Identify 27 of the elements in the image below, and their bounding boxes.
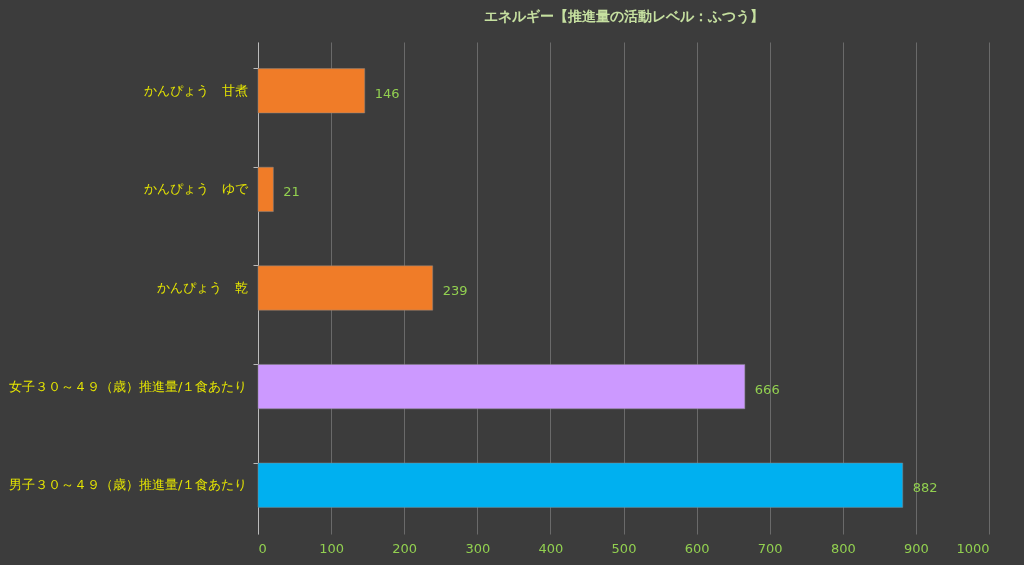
x-tick-label: 800 [830, 540, 856, 556]
x-tick-label: 900 [903, 540, 929, 556]
x-tick-label: 600 [684, 540, 710, 556]
chart-title: エネルギー【推進量の活動レベル：ふつう】 [483, 8, 764, 25]
bar [257, 364, 746, 410]
bar [257, 462, 903, 508]
x-tick-label: 700 [757, 540, 783, 556]
data-label: 21 [283, 184, 300, 200]
bar [257, 265, 433, 311]
data-label: 239 [442, 283, 468, 298]
y-tick-label: かんぴょう 乾 [156, 280, 248, 295]
data-label: 146 [374, 85, 400, 101]
x-tick-label: 300 [465, 540, 491, 556]
y-tick-label: かんぴょう 甘煮 [143, 82, 248, 98]
x-tick-label: 400 [538, 540, 564, 556]
x-tick-label: 200 [392, 540, 418, 556]
data-label: 666 [754, 381, 780, 397]
x-tick-label: 1000 [956, 540, 990, 556]
bar [257, 166, 274, 212]
x-tick-label: 0 [258, 540, 267, 556]
data-label: 882 [912, 480, 938, 496]
y-tick-label: 女子３０～４９（歳）推進量/１食あたり [9, 378, 248, 394]
y-tick-label: 男子３０～４９（歳）推進量/１食あたり [9, 477, 248, 493]
y-tick-label: かんぴょう ゆで [143, 181, 249, 197]
x-tick-label: 100 [319, 540, 345, 556]
x-tick-label: 500 [611, 540, 637, 556]
bar [257, 68, 365, 114]
